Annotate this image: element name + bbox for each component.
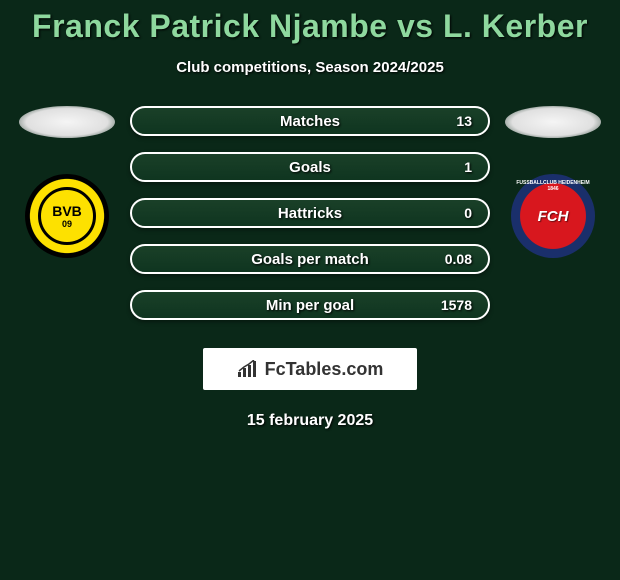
stat-label: Goals per match xyxy=(251,251,369,268)
stat-value-right: 1 xyxy=(464,159,472,175)
branding-text: FcTables.com xyxy=(265,359,384,380)
content-row: BVB 09 Matches 13 Goals 1 Hattricks 0 Go… xyxy=(0,106,620,336)
stat-bar-matches: Matches 13 xyxy=(130,106,490,136)
chart-icon xyxy=(237,360,259,378)
stat-label: Min per goal xyxy=(266,297,354,314)
fch-badge-text: FCH xyxy=(538,208,569,225)
bvb-text-top: BVB xyxy=(52,204,82,218)
date-text: 15 february 2025 xyxy=(0,412,620,430)
branding-box: FcTables.com xyxy=(203,348,417,390)
club-logo-right: FUSSBALLCLUB HEIDENHEIM 1846 FCH xyxy=(511,174,595,258)
stat-value-right: 13 xyxy=(456,113,472,129)
player-left-avatar xyxy=(19,106,115,138)
club-logo-left: BVB 09 xyxy=(25,174,109,258)
player-right-column: FUSSBALLCLUB HEIDENHEIM 1846 FCH xyxy=(498,106,608,258)
fch-arc-text: FUSSBALLCLUB HEIDENHEIM 1846 xyxy=(511,180,595,192)
page-title: Franck Patrick Njambe vs L. Kerber xyxy=(0,8,620,45)
stat-bar-hattricks: Hattricks 0 xyxy=(130,198,490,228)
stat-label: Goals xyxy=(289,159,331,176)
bvb-text-bottom: 09 xyxy=(62,220,72,229)
player-right-avatar xyxy=(505,106,601,138)
main-container: Franck Patrick Njambe vs L. Kerber Club … xyxy=(0,0,620,430)
stat-label: Matches xyxy=(280,113,340,130)
stat-value-right: 0 xyxy=(464,205,472,221)
stat-label: Hattricks xyxy=(278,205,342,222)
bvb-badge-inner: BVB 09 xyxy=(38,187,96,245)
stat-bar-goals-per-match: Goals per match 0.08 xyxy=(130,244,490,274)
stat-bar-min-per-goal: Min per goal 1578 xyxy=(130,290,490,320)
stat-bar-goals: Goals 1 xyxy=(130,152,490,182)
stat-value-right: 0.08 xyxy=(445,251,472,267)
subtitle: Club competitions, Season 2024/2025 xyxy=(0,59,620,76)
player-left-column: BVB 09 xyxy=(12,106,122,258)
stats-column: Matches 13 Goals 1 Hattricks 0 Goals per… xyxy=(122,106,498,336)
stat-value-right: 1578 xyxy=(441,297,472,313)
